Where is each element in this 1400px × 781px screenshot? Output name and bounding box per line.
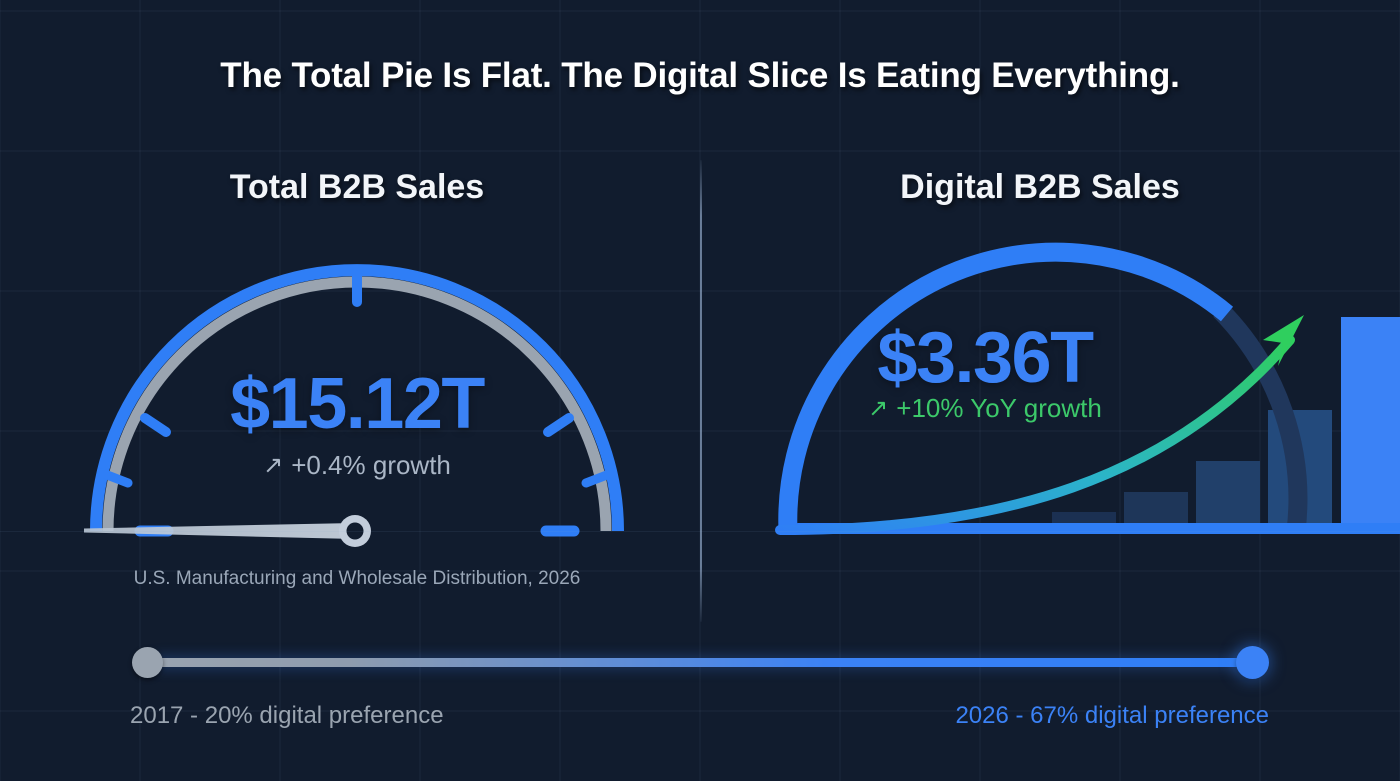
gauge-progress-arc	[778, 242, 1234, 532]
digital-preference-slider[interactable]: 2017 - 20% digital preference 2026 - 67%…	[0, 640, 1400, 750]
growth-trend-arrow	[775, 315, 1304, 535]
total-sales-value: $15.12T	[230, 364, 485, 444]
total-sales-gauge	[0, 264, 700, 547]
slider-label-start: 2017 - 20% digital preference	[130, 702, 444, 729]
digital-growth-bars	[1052, 317, 1400, 531]
digital-sales-gauge	[700, 242, 1400, 535]
gauge-tick-1	[140, 413, 171, 437]
bar-2026	[1341, 317, 1400, 531]
source-caption: U.S. Manufacturing and Wholesale Distrib…	[133, 568, 581, 589]
bar-2021	[1196, 461, 1260, 531]
gauge-tick-3	[543, 413, 574, 437]
digital-sales-growth-label: +10% YoY growth	[896, 393, 1102, 423]
panel-heading-total: Total B2B Sales	[229, 168, 485, 206]
digital-sales-value: $3.36T	[877, 318, 1094, 398]
digital-sales-growth: ↗ +10% YoY growth	[740, 393, 1230, 424]
gauge-tick-minor-right	[581, 468, 617, 488]
gauge-remainder-arc	[1213, 303, 1308, 533]
panel-divider	[700, 160, 702, 622]
gauge-base-bar	[796, 523, 1400, 534]
page-title: The Total Pie Is Flat. The Digital Slice…	[220, 56, 1180, 95]
arrow-up-right-icon-green: ↗	[868, 394, 889, 422]
total-sales-growth-label: +0.4% growth	[291, 450, 451, 480]
arrow-up-right-icon: ↗	[263, 451, 284, 479]
gauge-needle	[84, 515, 371, 547]
slider-track[interactable]	[150, 658, 1250, 667]
panel-heading-digital: Digital B2B Sales	[900, 168, 1180, 206]
total-sales-growth: ↗ +0.4% growth	[57, 450, 657, 481]
slider-knob-end[interactable]	[1236, 646, 1269, 679]
slider-label-end: 2026 - 67% digital preference	[955, 702, 1269, 729]
slider-knob-start[interactable]	[132, 647, 163, 678]
gauge-tick-minor-left	[97, 468, 133, 488]
